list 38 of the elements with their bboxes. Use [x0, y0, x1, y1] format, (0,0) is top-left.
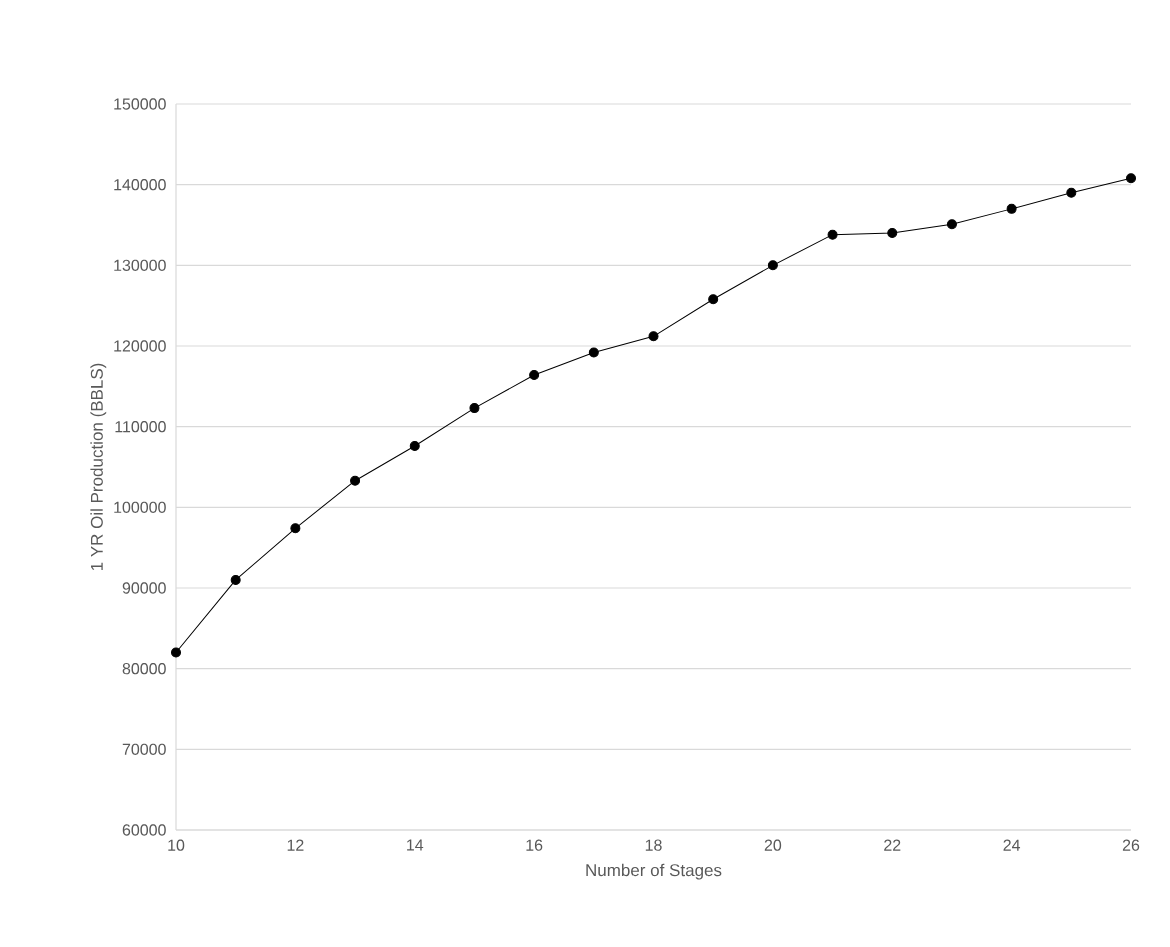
point: [887, 228, 898, 239]
y-tick-label: 60000: [122, 824, 166, 836]
y-tick-label: 100000: [114, 501, 166, 513]
point: [171, 647, 182, 658]
point: [708, 294, 719, 305]
point: [648, 331, 659, 342]
y-axis-title: 1 YR Oil Production (BBLS): [90, 363, 107, 571]
point: [469, 403, 480, 414]
point: [767, 260, 778, 271]
point: [946, 219, 957, 230]
y-tick-label: 120000: [114, 340, 166, 352]
y-tick-label: 90000: [122, 582, 166, 594]
y-tick-label: 130000: [114, 259, 166, 271]
point: [1066, 187, 1077, 198]
x-tick-label: 26: [1122, 839, 1140, 851]
point: [230, 574, 241, 585]
point: [290, 523, 301, 534]
x-tick-label: 24: [1003, 839, 1021, 851]
y-tick-label: 140000: [114, 179, 166, 191]
x-tick-label: 22: [884, 839, 901, 851]
y-tick-label: 110000: [115, 421, 166, 433]
x-tick-label: 20: [764, 839, 782, 851]
x-tick-label: 16: [526, 839, 543, 851]
x-tick-label: 10: [168, 839, 185, 851]
point: [1006, 203, 1017, 214]
point: [350, 475, 361, 486]
point: [827, 229, 838, 240]
x-tick-label: 18: [645, 839, 662, 851]
point: [588, 347, 599, 358]
point: [409, 441, 420, 452]
y-tick-label: 70000: [122, 743, 166, 755]
x-tick-label: 12: [287, 839, 304, 851]
x-tick-label: 14: [407, 839, 424, 851]
x-axis-title: Number of Stages: [586, 863, 722, 880]
y-tick-label: 150000: [114, 98, 166, 110]
point: [1126, 173, 1137, 184]
y-tick-label: 80000: [122, 663, 166, 675]
point: [529, 370, 540, 381]
